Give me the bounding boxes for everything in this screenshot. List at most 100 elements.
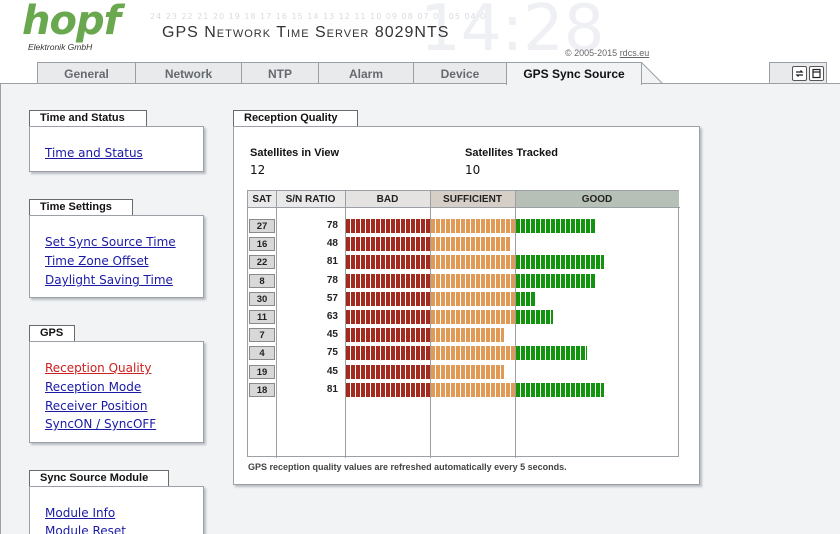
snr-value: 81: [326, 256, 338, 267]
bar-sufficient: [431, 274, 515, 288]
sat-number: 16: [249, 237, 275, 251]
refresh-footnote: GPS reception quality values are refresh…: [248, 462, 567, 472]
sats-tracked-value: 10: [465, 163, 481, 177]
header-sat: SAT: [248, 191, 276, 207]
sat-number: 19: [249, 365, 275, 379]
bar-good: [516, 346, 587, 360]
snr-value: 57: [326, 293, 338, 304]
bar-good: [516, 274, 596, 288]
snr-value: 45: [326, 329, 338, 340]
refresh-icon: [795, 70, 804, 77]
tab-device[interactable]: Device: [413, 62, 507, 84]
table-divider: [276, 191, 277, 458]
logout-button[interactable]: [809, 66, 824, 81]
tab-gps-sync-source[interactable]: GPS Sync Source: [506, 62, 642, 85]
section-title-sync-source-module: Sync Source Module: [29, 470, 169, 486]
bar-bad: [346, 237, 430, 251]
table-divider: [345, 191, 346, 458]
header-good: GOOD: [515, 191, 679, 207]
sat-number: 7: [249, 328, 275, 342]
copyright: © 2005-2015 rdcs.eu: [565, 48, 649, 58]
reception-quality-table: SAT S/N RATIO BAD SUFFICIENT GOOD 27 78 16…: [247, 190, 680, 458]
snr-value: 45: [326, 366, 338, 377]
link-daylight-saving-time[interactable]: Daylight Saving Time: [45, 273, 173, 287]
time-status-panel: [29, 126, 204, 172]
bar-sufficient: [431, 255, 515, 269]
tab-ntp[interactable]: NTP: [241, 62, 319, 84]
bar-bad: [346, 328, 430, 342]
sat-number: 18: [249, 383, 275, 397]
hopf-logo: hopf Elektronik GmbH: [22, 0, 132, 52]
tab-general[interactable]: General: [37, 62, 136, 84]
logo-word: hopf: [22, 0, 121, 44]
header-snr: S/N RATIO: [276, 191, 345, 207]
snr-value: 48: [326, 238, 338, 249]
logo-subtitle: Elektronik GmbH: [28, 42, 93, 52]
header-sufficient: SUFFICIENT: [430, 191, 515, 207]
table-divider: [515, 191, 516, 458]
bar-sufficient: [431, 219, 515, 233]
bar-bad: [346, 365, 430, 379]
bar-bad: [346, 346, 430, 360]
link-reception-quality[interactable]: Reception Quality: [45, 361, 152, 375]
section-title-gps: GPS: [29, 325, 75, 341]
bar-bad: [346, 255, 430, 269]
bar-bad: [346, 219, 430, 233]
link-module-info[interactable]: Module Info: [45, 506, 116, 520]
bar-sufficient: [431, 292, 515, 306]
bar-sufficient: [431, 346, 515, 360]
tab-slant: [641, 62, 663, 85]
link-reception-mode[interactable]: Reception Mode: [45, 380, 142, 394]
tab-network[interactable]: Network: [135, 62, 242, 84]
section-title-time-settings: Time Settings: [29, 199, 133, 215]
bar-sufficient: [431, 383, 515, 397]
snr-value: 63: [326, 311, 338, 322]
refresh-button[interactable]: [792, 66, 807, 81]
bar-sufficient: [431, 328, 504, 342]
header-decoration: 24 23 22 21 20 19 18 17 16 15 14 13 12 1…: [150, 12, 493, 21]
sat-number: 27: [249, 219, 275, 233]
bar-good: [516, 292, 536, 306]
link-set-sync-source-time[interactable]: Set Sync Source Time: [45, 235, 176, 249]
link-time-zone-offset[interactable]: Time Zone Offset: [45, 254, 149, 268]
bar-good: [516, 383, 604, 397]
gps-panel: [29, 341, 204, 443]
sat-number: 4: [249, 346, 275, 360]
sync-module-panel: [29, 486, 204, 534]
section-title-time-status: Time and Status: [29, 110, 147, 126]
snr-value: 78: [326, 275, 338, 286]
snr-value: 78: [326, 220, 338, 231]
snr-value: 81: [326, 384, 338, 395]
table-divider: [430, 191, 431, 458]
link-syncon-syncoff[interactable]: SyncON / SyncOFF: [45, 417, 157, 431]
header-clock-decoration: 14:28: [420, 0, 605, 62]
header-divider: [248, 207, 680, 208]
bar-bad: [346, 310, 430, 324]
copyright-link[interactable]: rdcs.eu: [619, 48, 650, 58]
bar-bad: [346, 383, 430, 397]
bar-sufficient: [431, 310, 515, 324]
tab-bar: General Network NTP Alarm Device GPS Syn…: [0, 62, 840, 85]
section-title-reception-quality: Reception Quality: [233, 110, 358, 126]
link-receiver-position[interactable]: Receiver Position: [45, 399, 148, 413]
page-title: GPS Network Time Server 8029NTS: [162, 24, 450, 41]
copyright-text: © 2005-2015: [565, 48, 618, 58]
logout-icon: [812, 68, 821, 79]
bar-sufficient: [431, 365, 504, 379]
bar-bad: [346, 274, 430, 288]
sats-in-view-value: 12: [250, 163, 266, 177]
tab-alarm[interactable]: Alarm: [318, 62, 414, 84]
link-time-and-status[interactable]: Time and Status: [45, 146, 143, 160]
sats-tracked-label: Satellites Tracked: [465, 147, 558, 159]
sat-number: 30: [249, 292, 275, 306]
snr-value: 75: [326, 347, 338, 358]
bar-sufficient: [431, 237, 511, 251]
header: 24 23 22 21 20 19 18 17 16 15 14 13 12 1…: [0, 0, 840, 62]
link-module-reset[interactable]: Module Reset: [45, 524, 126, 534]
sat-number: 11: [249, 310, 275, 324]
sat-number: 8: [249, 274, 275, 288]
sats-in-view-label: Satellites in View: [250, 147, 340, 159]
bar-good: [516, 255, 604, 269]
time-settings-panel: [29, 215, 204, 298]
bar-good: [516, 219, 596, 233]
